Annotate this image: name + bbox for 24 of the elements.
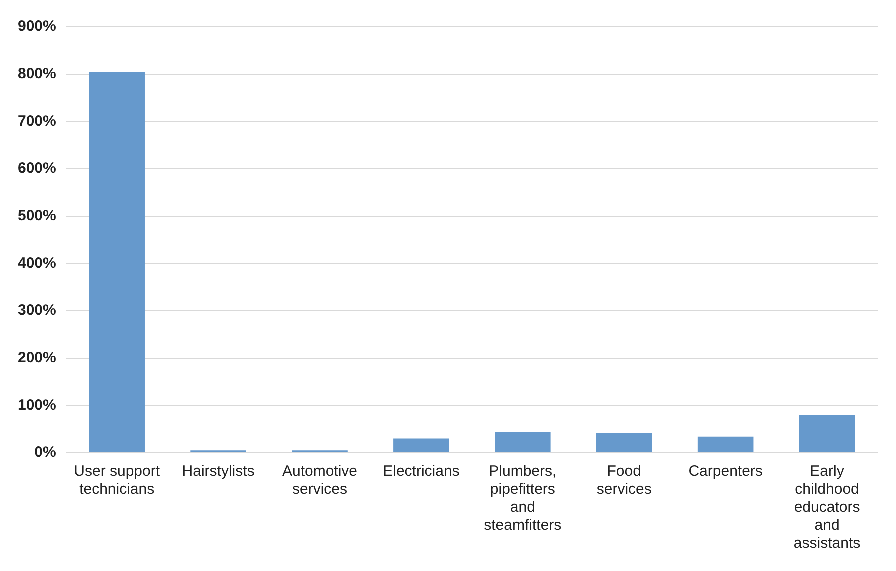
x-tick-label: Food services	[596, 463, 652, 498]
x-tick-label: Hairstylists	[182, 463, 255, 480]
x-tick-label: Automotive services	[282, 463, 358, 498]
bar	[495, 432, 551, 452]
bar	[799, 415, 856, 452]
x-tick-label: User support technicians	[74, 463, 161, 498]
y-tick-label: 0%	[34, 444, 56, 462]
y-tick-label: 600%	[18, 160, 56, 178]
x-tick-label: Early childhood educators and assistants	[794, 463, 861, 552]
bar	[394, 438, 450, 452]
y-tick-label: 900%	[18, 18, 56, 36]
y-tick-label: 500%	[18, 207, 56, 224]
y-tick-label: 800%	[18, 65, 56, 82]
x-tick-label: Electricians	[383, 463, 460, 480]
y-tick-label: 200%	[18, 349, 56, 366]
y-tick-label: 100%	[18, 396, 56, 414]
x-tick-label: Carpenters	[688, 463, 763, 480]
y-tick-label: 300%	[18, 302, 56, 320]
y-tick-label: 400%	[18, 254, 56, 272]
x-tick-label: Plumbers, pipefitters and steamfitters	[484, 463, 562, 534]
bar	[698, 436, 754, 452]
bar	[89, 72, 145, 452]
y-tick-label: 700%	[18, 112, 56, 130]
bar	[596, 433, 652, 452]
